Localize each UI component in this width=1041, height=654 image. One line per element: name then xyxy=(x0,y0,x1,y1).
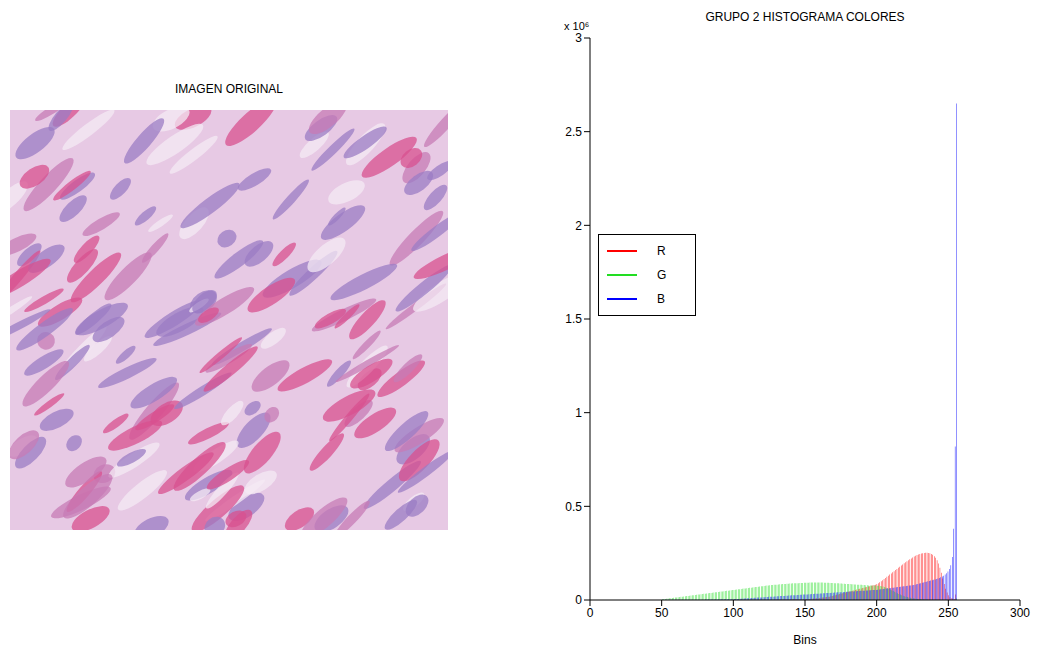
svg-text:1: 1 xyxy=(575,406,582,420)
svg-text:100: 100 xyxy=(723,606,743,620)
svg-text:150: 150 xyxy=(795,606,815,620)
html-text:R: R xyxy=(657,244,666,258)
svg-text:50: 50 xyxy=(655,606,669,620)
svg-text:2.5: 2.5 xyxy=(565,125,582,139)
svg-text:0: 0 xyxy=(575,593,582,607)
svg-text:300: 300 xyxy=(1010,606,1030,620)
html-text:x 10⁶: x 10⁶ xyxy=(564,20,590,32)
svg-text:1.5: 1.5 xyxy=(565,312,582,326)
html-text:IMAGEN ORIGINAL: IMAGEN ORIGINAL xyxy=(175,82,283,96)
svg-text:250: 250 xyxy=(938,606,958,620)
svg-text:2: 2 xyxy=(575,219,582,233)
svg-text:0.5: 0.5 xyxy=(565,500,582,514)
svg-text:Bins: Bins xyxy=(793,633,816,647)
svg-text:3: 3 xyxy=(575,31,582,45)
svg-text:200: 200 xyxy=(867,606,887,620)
html-text:G: G xyxy=(657,268,667,282)
html-text:GRUPO 2 HISTOGRAMA COLORES: GRUPO 2 HISTOGRAMA COLORES xyxy=(705,10,905,24)
html-text:B: B xyxy=(657,292,665,306)
svg-text:0: 0 xyxy=(587,606,594,620)
